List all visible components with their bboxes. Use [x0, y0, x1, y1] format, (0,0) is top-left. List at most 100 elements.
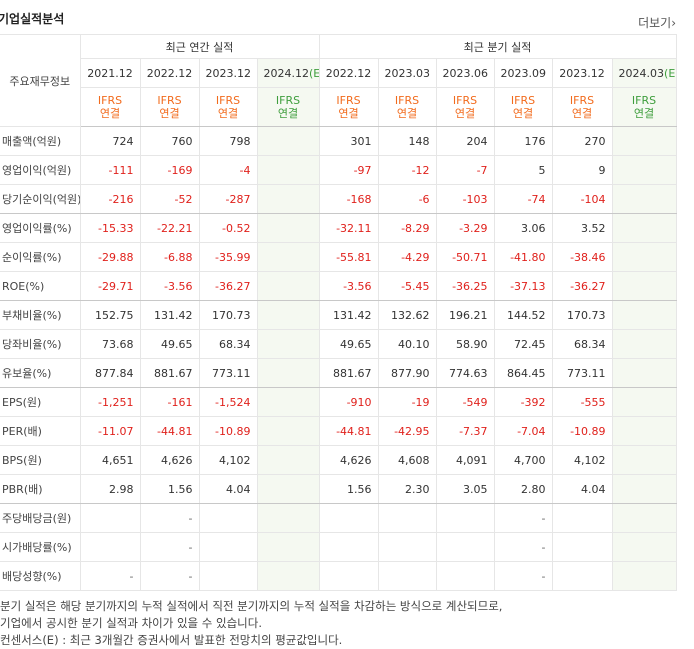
- period-row: 2021.122022.122023.122024.12(E)2022.1220…: [0, 58, 677, 88]
- data-cell: -216: [79, 184, 141, 214]
- more-link[interactable]: 더보기›: [638, 16, 676, 30]
- data-cell: [611, 416, 677, 446]
- data-cell: -287: [198, 184, 258, 214]
- data-cell: 148: [377, 126, 437, 156]
- data-cell: [256, 329, 320, 359]
- data-cell: 2.98: [79, 474, 141, 504]
- data-cell: -52: [139, 184, 200, 214]
- period-header: 2023.12: [198, 58, 258, 88]
- data-cell: -11.07: [79, 416, 141, 446]
- group-header: 최근 분기 실적: [318, 34, 677, 59]
- data-cell: [435, 561, 495, 591]
- data-cell: [611, 300, 677, 330]
- data-cell: [256, 155, 320, 185]
- period-header: 2021.12: [79, 58, 141, 88]
- data-cell: 152.75: [79, 300, 141, 330]
- data-cell: 760: [139, 126, 200, 156]
- data-cell: -32.11: [318, 213, 379, 243]
- period-date: 2023.12: [205, 66, 252, 80]
- data-cell: -7.37: [435, 416, 495, 446]
- data-cell: -97: [318, 155, 379, 185]
- data-cell: -103: [435, 184, 495, 214]
- data-cell: -3.29: [435, 213, 495, 243]
- data-cell: -74: [493, 184, 553, 214]
- data-cell: [377, 532, 437, 562]
- data-cell: -: [493, 561, 553, 591]
- data-cell: -3.56: [139, 271, 200, 301]
- data-row: ROE(%) -29.71 -3.56 -36.27 -3.56 -5.45 -36.25-…: [0, 271, 677, 301]
- data-cell: 196.21: [435, 300, 495, 330]
- data-cell: [377, 561, 437, 591]
- data-cell: -: [493, 532, 553, 562]
- data-cell: -50.71: [435, 242, 495, 272]
- data-cell: 40.10: [377, 329, 437, 359]
- data-cell: [611, 445, 677, 475]
- row-label: 영업이익(억원): [0, 155, 81, 185]
- data-cell: [256, 445, 320, 475]
- data-row: 당좌비율(%) 73.68 49.65 68.34 49.65 40.10 58.90 72.…: [0, 329, 677, 359]
- period-header: 2022.12: [318, 58, 379, 88]
- notes: 분기 실적은 해당 분기까지의 누적 실적에서 직전 분기까지의 누적 실적을 …: [0, 598, 502, 649]
- data-cell: -41.80: [493, 242, 553, 272]
- data-cell: 49.65: [318, 329, 379, 359]
- data-cell: [256, 358, 320, 388]
- data-cell: [256, 387, 320, 417]
- data-cell: -29.88: [79, 242, 141, 272]
- standard-label: IFRS 연결: [631, 94, 657, 120]
- period-date: 2022.12: [146, 66, 193, 80]
- data-cell: 49.65: [139, 329, 200, 359]
- data-cell: 1.56: [139, 474, 200, 504]
- data-cell: 58.90: [435, 329, 495, 359]
- data-cell: -6.88: [139, 242, 200, 272]
- standard-cell: IFRS 연결: [198, 87, 258, 127]
- data-cell: -44.81: [139, 416, 200, 446]
- data-cell: -7.04: [493, 416, 553, 446]
- data-cell: -12: [377, 155, 437, 185]
- data-cell: [256, 126, 320, 156]
- data-cell: [256, 242, 320, 272]
- data-cell: 4,608: [377, 445, 437, 475]
- standard-label: IFRS 연결: [275, 94, 301, 120]
- data-cell: -55.81: [318, 242, 379, 272]
- standard-cell: IFRS 연결: [256, 87, 320, 127]
- row-label: 순이익률(%): [0, 242, 81, 272]
- data-cell: -1,524: [198, 387, 258, 417]
- data-cell: [435, 503, 495, 533]
- data-cell: 2.30: [377, 474, 437, 504]
- data-cell: 4,651: [79, 445, 141, 475]
- data-row: 당기순이익(억원) -216 -52 -287 -168 -6 -103 -74 -104: [0, 184, 677, 214]
- data-cell: -42.95: [377, 416, 437, 446]
- data-cell: [256, 561, 320, 591]
- data-cell: 4,700: [493, 445, 553, 475]
- data-cell: 4,091: [435, 445, 495, 475]
- row-label: 부채비율(%): [0, 300, 81, 330]
- data-cell: -: [139, 532, 200, 562]
- data-cell: [611, 155, 677, 185]
- data-cell: [256, 474, 320, 504]
- data-cell: 4.04: [198, 474, 258, 504]
- period-header: 2022.12: [139, 58, 200, 88]
- period-date: 2024.03: [618, 66, 665, 80]
- data-cell: 3.06: [493, 213, 553, 243]
- data-cell: -4: [198, 155, 258, 185]
- data-cell: -37.13: [493, 271, 553, 301]
- data-cell: [611, 184, 677, 214]
- data-cell: 877.90: [377, 358, 437, 388]
- data-cell: -: [79, 561, 141, 591]
- standard-label: IFRS 연결: [452, 94, 478, 120]
- data-cell: [256, 503, 320, 533]
- row-label: 영업이익률(%): [0, 213, 81, 243]
- data-cell: [611, 474, 677, 504]
- standard-label: IFRS 연결: [336, 94, 361, 120]
- data-cell: [256, 532, 320, 562]
- data-cell: -35.99: [198, 242, 258, 272]
- data-cell: 170.73: [198, 300, 258, 330]
- more-text[interactable]: 더보기: [638, 16, 672, 30]
- data-cell: 4,626: [139, 445, 200, 475]
- data-cell: 176: [493, 126, 553, 156]
- data-cell: 301: [318, 126, 379, 156]
- data-cell: 877.84: [79, 358, 141, 388]
- standard-label: IFRS 연결: [215, 94, 241, 120]
- data-cell: 68.34: [551, 329, 613, 359]
- data-cell: [256, 271, 320, 301]
